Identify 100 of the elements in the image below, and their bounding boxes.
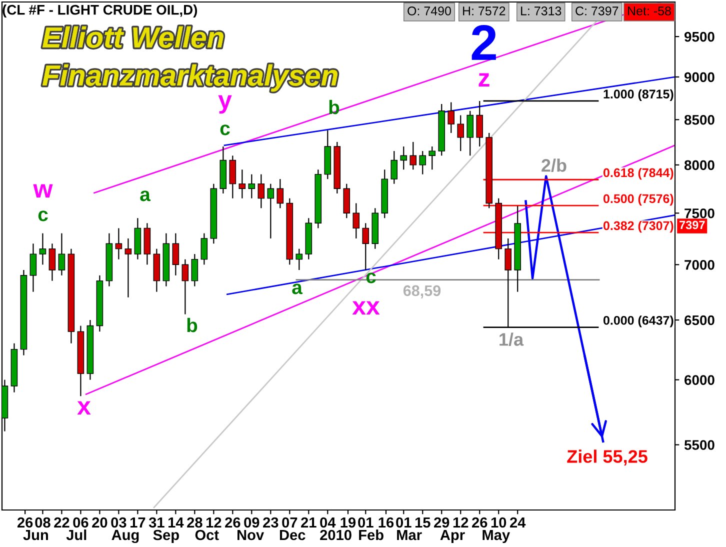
candlestick [362,222,370,271]
chart-title: (CL #F - LIGHT CRUDE OIL,D) [2,4,198,18]
x-tick-label: 07 [282,517,298,528]
x-tick-label: 03 [111,517,126,528]
x-tick-label: 08 [35,517,50,528]
candlestick [200,232,208,266]
ref-line-label: 0.000 (6437) [603,316,674,328]
candlestick [238,169,246,199]
candlestick [248,174,256,199]
x-tick-label: 01 [396,517,412,528]
x2-tick-label: Dec [280,530,306,540]
ref-line-label: 0.500 (7576) [603,194,674,206]
annotation: x [77,401,91,414]
annotation: b [329,100,340,114]
candlestick [466,110,474,156]
x2-tick-label: Oct [195,530,219,540]
x-tick-label: 15 [415,517,430,528]
annotation: z [478,73,490,86]
y-tick-label: 8000 [684,160,714,170]
x-tick-label: 26 [225,517,240,528]
x2-tick-label: Mar [397,530,422,540]
x2-tick-label: May [482,530,510,544]
candlestick [400,146,408,170]
x2-tick-label: Sep [153,530,179,544]
candlestick [191,254,198,287]
x-tick-label: 12 [453,517,468,528]
candlestick [448,102,455,134]
x-tick-label: 09 [244,517,260,528]
x-tick-label: 19 [340,517,356,528]
annotation: 1/a [500,332,524,346]
annotation: a [292,284,303,294]
candlestick [410,141,417,170]
annotation: c [38,210,48,222]
y-tick-label: 7000 [684,260,714,270]
x2-tick-label: Aug [112,530,139,544]
x-tick-label: 21 [301,517,316,528]
x-tick-label: 01 [358,517,374,528]
annotation: xx [352,301,380,314]
annotation: Elliott Wellen [42,26,224,48]
candlestick [296,248,303,271]
annotation: Net: -58 [628,6,671,16]
candlestick [267,183,274,239]
candlestick [457,114,464,152]
x-tick-label: 22 [54,517,70,528]
annotation: H: 7572 [463,6,506,16]
x-tick-label: 24 [510,517,526,528]
ref-line-label: 0.618 (7844) [603,168,674,180]
candlestick [276,178,284,209]
candlestick [258,174,265,209]
x2-tick-label: Nov [238,530,264,540]
x-tick-label: 17 [130,517,146,528]
candlestick [30,243,37,292]
annotation: Finanzmarktanalysen [42,64,338,92]
y-tick-label: 8500 [684,114,714,125]
x-tick-label: 29 [434,517,450,528]
x2-tick-label: 2010 [320,530,352,540]
y-tick-label: 6500 [684,315,714,326]
x-tick-label: 23 [263,517,278,528]
x-tick-label: 06 [73,517,88,528]
x-tick-label: 26 [472,517,488,528]
candlestick [428,146,436,170]
candlestick [476,100,484,148]
candlestick [390,150,398,184]
annotation: a [140,190,151,202]
x2-tick-label: Jul [66,529,86,540]
annotation: c [220,124,230,136]
x-tick-label: 28 [187,517,202,528]
x-tick-label: 26 [17,517,33,528]
x2-tick-label: Apr [440,530,465,544]
y-tick-label: 5500 [684,440,714,450]
annotation: Ziel 55,25 [567,450,648,466]
annotation: L: 7313 [521,6,562,16]
candlestick [39,232,46,266]
annotation: O: 7490 [408,6,451,16]
candlestick [229,155,236,199]
annotation: 2 [472,25,496,60]
y-tick-label: 9000 [684,72,714,82]
x-tick-label: 16 [378,517,394,528]
annotation: y [218,95,232,114]
x-tick-label: 04 [320,517,336,528]
y-tick-label: 9500 [684,32,714,42]
x-tick-label: 31 [148,517,164,528]
candlestick [172,232,180,276]
annotation: b [187,318,198,332]
annotation: C: 7397 [576,6,618,16]
x-tick-label: 14 [168,517,184,528]
candlestick [419,150,426,175]
annotation: 2/b [542,158,566,172]
annotation: c [366,272,376,284]
annotation: w [33,184,53,198]
candlestick [182,258,189,315]
x-tick-label: 20 [92,517,108,528]
ref-line-label: 1.000 (8715) [604,89,674,101]
annotation: 68,59 [403,285,441,298]
y-tick-label: 6000 [684,375,714,385]
x-tick-label: 10 [491,517,506,528]
y-tick-label: 7500 [684,208,714,218]
candlestick [124,238,132,298]
candlestick [352,202,360,239]
ref-line-label: 0.382 (7307) [603,220,674,233]
